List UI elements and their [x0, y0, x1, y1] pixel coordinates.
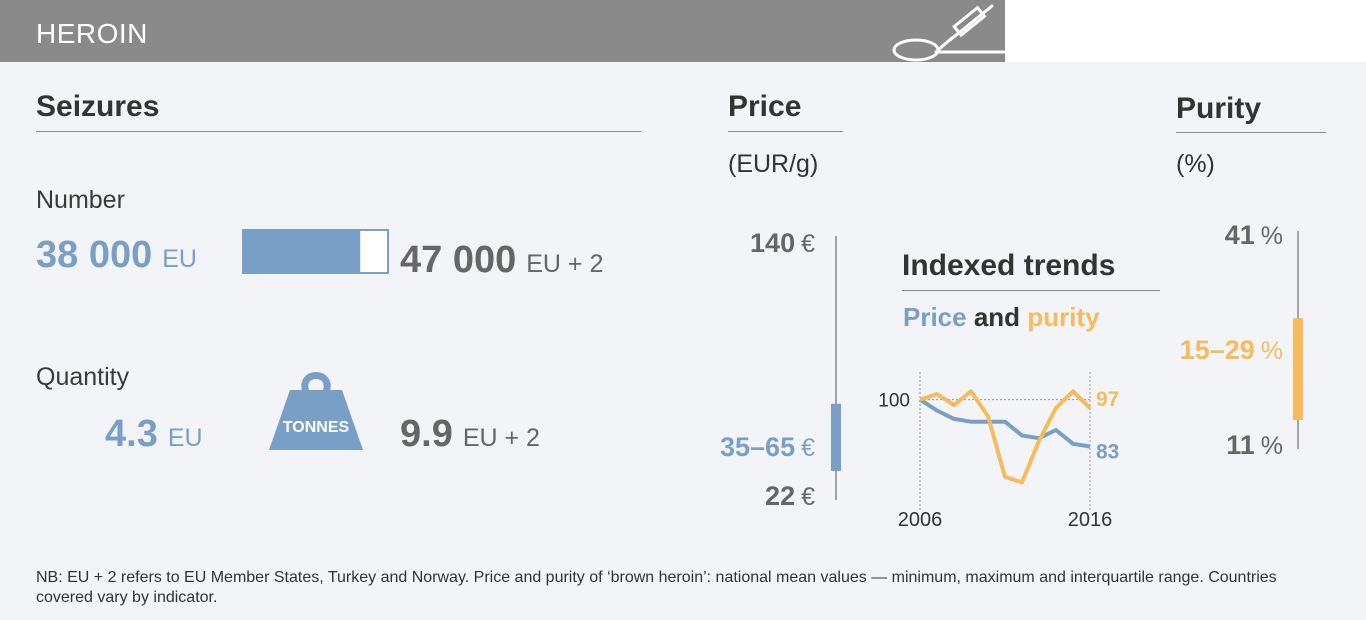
trends-subtitle-and: and — [973, 302, 1021, 332]
price-iqr: 35–65 € — [705, 432, 815, 463]
purity-iqr-pct: % — [1260, 337, 1283, 365]
quantity-eu-suffix: EU — [167, 424, 203, 452]
trends-subtitle-purity: purity — [1027, 302, 1100, 332]
purity-min-value: 11 — [1226, 430, 1255, 460]
number-bar-chart — [242, 229, 389, 274]
price-iqr-bar — [831, 403, 841, 471]
price-max: 140 € — [705, 228, 815, 259]
number-eu-number: 38 000 — [36, 234, 153, 276]
seizures-rule — [36, 131, 641, 132]
header-white-area — [1005, 0, 1366, 62]
purity-max-pct: % — [1260, 222, 1283, 250]
trends-purity-end-label: 97 — [1096, 388, 1119, 411]
page-title: HEROIN — [36, 18, 148, 49]
trends-title: Indexed trends — [902, 249, 1116, 282]
weight-icon-label: TONNES — [283, 419, 350, 436]
purity-min: 11% — [1153, 430, 1283, 461]
purity-rule — [1176, 132, 1326, 133]
purity-range-chart — [1293, 231, 1303, 449]
number-eu2-value: 47 000 EU + 2 — [400, 239, 603, 282]
footnote: NB: EU + 2 refers to EU Member States, T… — [36, 569, 1277, 606]
trends-subtitle: Price and purity — [903, 302, 1100, 333]
number-eu-value: 38 000 EU — [36, 234, 197, 277]
number-eu2-suffix: EU + 2 — [526, 250, 604, 278]
purity-iqr-value: 15–29 — [1179, 335, 1255, 365]
quantity-eu-value: 4.3 EU — [105, 413, 203, 456]
quantity-label: Quantity — [36, 363, 130, 391]
header-bar: HEROIN — [0, 0, 1005, 62]
purity-title: Purity — [1176, 92, 1262, 125]
quantity-eu2-value: 9.9 EU + 2 — [400, 413, 540, 456]
price-rule — [728, 131, 843, 132]
price-max-currency: € — [801, 230, 815, 258]
quantity-eu-number: 4.3 — [105, 413, 158, 455]
trends-purity-line — [919, 389, 1092, 485]
number-label: Number — [36, 186, 125, 214]
trends-baseline-label: 100 — [878, 391, 910, 412]
trends-subtitle-price: Price — [903, 302, 967, 332]
price-title: Price — [728, 90, 802, 123]
trends-price-line — [918, 397, 1091, 449]
price-unit: (EUR/g) — [728, 150, 819, 178]
purity-iqr: 15–29% — [1153, 335, 1283, 366]
quantity-eu2-number: 9.9 — [400, 413, 453, 455]
purity-iqr-bar — [1293, 318, 1303, 420]
price-max-value: 140 — [750, 228, 796, 258]
price-iqr-value: 35–65 — [720, 432, 796, 462]
number-eu-suffix: EU — [162, 245, 197, 273]
number-eu2-number: 47 000 — [400, 239, 517, 281]
price-min: 22 € — [705, 481, 815, 512]
trends-price-end-label: 83 — [1096, 441, 1119, 464]
purity-unit: (%) — [1176, 150, 1215, 178]
price-iqr-currency: € — [801, 434, 815, 462]
purity-min-pct: % — [1260, 432, 1283, 460]
trends-xtick-start: 2006 — [898, 509, 943, 531]
syringe-and-spoon-icon — [892, 4, 1005, 62]
trends-rule — [902, 290, 1160, 291]
trends-line-chart: 100 83 97 2006 2016 — [878, 372, 1119, 531]
price-min-value: 22 — [765, 481, 796, 511]
number-bar-eu — [243, 230, 361, 273]
weight-icon: TONNES — [269, 372, 363, 450]
seizures-title: Seizures — [36, 90, 160, 123]
price-min-currency: € — [801, 483, 815, 511]
purity-max-value: 41 — [1224, 220, 1255, 250]
purity-max: 41% — [1153, 220, 1283, 251]
trends-xtick-end: 2016 — [1068, 509, 1113, 531]
quantity-eu2-suffix: EU + 2 — [462, 424, 540, 452]
price-range-chart — [831, 236, 841, 500]
